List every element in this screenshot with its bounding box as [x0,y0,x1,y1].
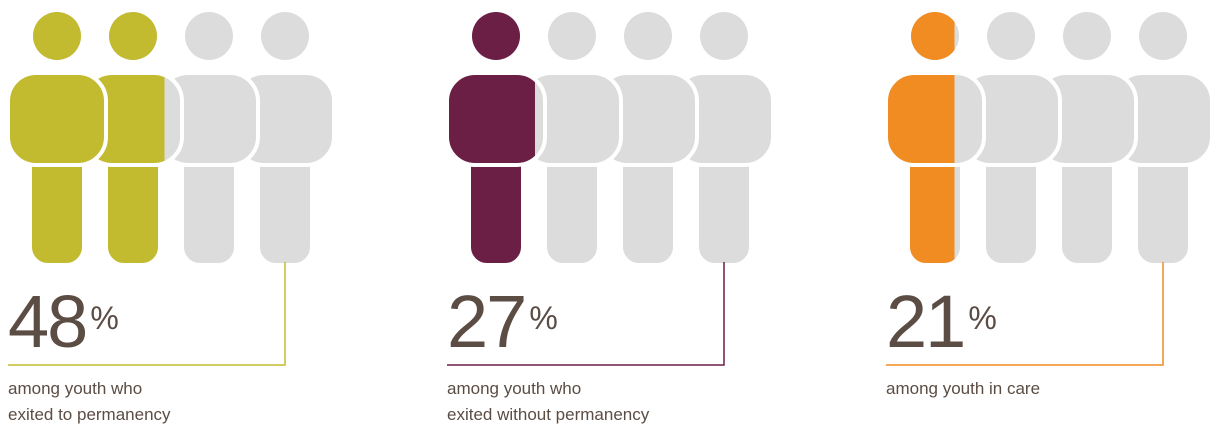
stat-block-without-permanency: 27% among youth who exited without perma… [445,0,847,435]
pictograph [445,12,775,366]
stat-caption: among youth who exited without permanenc… [447,376,827,428]
caption-line: exited to permanency [8,405,171,424]
caption-line: exited without permanency [447,405,650,424]
pictograph [884,12,1214,366]
stat-value: 48% [8,280,119,363]
filled-layer [884,12,955,267]
person-head [185,12,233,60]
callout-line [447,262,725,366]
callout-line [8,262,286,366]
person-icon-filled [884,12,955,267]
person-head [700,12,748,60]
percent-sign: % [90,300,119,336]
person-head [987,12,1035,60]
filled-layer [6,12,165,267]
stat-caption: among youth who exited to permanency [8,376,388,428]
callout-line [886,262,1164,366]
caption-line: among youth who [447,379,582,398]
stat-value: 21% [886,280,997,363]
stat-value: 27% [447,280,558,363]
person-torso [6,71,108,167]
person-icon [673,12,775,267]
person-head [109,12,157,60]
filled-layer [445,12,536,267]
pictograph [6,12,336,366]
caption-line: among youth who [8,379,143,398]
person-head [33,12,81,60]
person-icon-filled [445,12,536,267]
person-icon [521,12,623,267]
person-torso [445,71,536,167]
percent-sign: % [529,300,558,336]
person-torso [884,71,955,167]
person-head [548,12,596,60]
person-head [911,12,955,60]
person-head [1139,12,1187,60]
person-icon [960,12,1062,267]
person-head [472,12,520,60]
person-icon [597,12,699,267]
person-head [261,12,309,60]
stat-block-in-care: 21% among youth in care [884,0,1220,435]
stat-caption: among youth in care [886,376,1220,402]
caption-line: among youth in care [886,379,1041,398]
person-head [624,12,672,60]
person-icon [1112,12,1214,267]
person-icon [158,12,260,267]
person-head [1063,12,1111,60]
stat-block-permanency: 48% among youth who exited to permanency [6,0,408,435]
percent-sign: % [968,300,997,336]
person-icon [234,12,336,267]
person-icon [1036,12,1138,267]
person-icon-filled [6,12,108,267]
